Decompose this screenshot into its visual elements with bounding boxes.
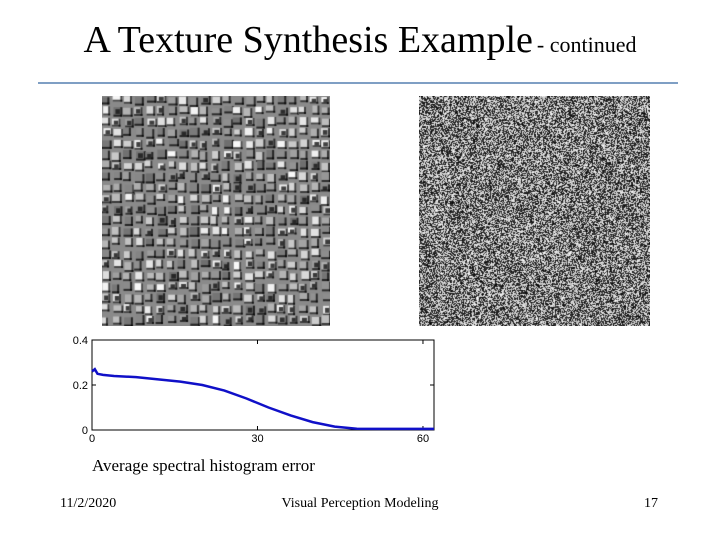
footer-title: Visual Perception Modeling: [281, 496, 439, 511]
y-tick-label: 0.4: [73, 335, 88, 347]
error-series-line: [91, 367, 434, 431]
plot-frame: [91, 339, 435, 431]
footer-date: 11/2/2020: [60, 496, 117, 511]
x-tick-label: 0: [89, 433, 95, 445]
x-tick-label: 30: [251, 433, 263, 445]
slide-title: A Texture Synthesis Example - continued: [0, 18, 720, 62]
footer-page-number: 17: [644, 496, 658, 511]
y-tick-label: 0.2: [73, 380, 88, 392]
synthesized-noise-texture-image: [419, 96, 650, 326]
title-suffix: - continued: [536, 32, 637, 57]
y-tick-label: 0: [82, 425, 88, 437]
x-tick-label: 60: [417, 433, 429, 445]
chart-caption: Average spectral histogram error: [92, 456, 315, 475]
title-main: A Texture Synthesis Example: [83, 19, 533, 61]
title-divider: [38, 82, 678, 84]
spectral-error-chart: 0.4 0.2 00 30 60: [73, 335, 435, 445]
observed-texture-image: [102, 96, 330, 326]
